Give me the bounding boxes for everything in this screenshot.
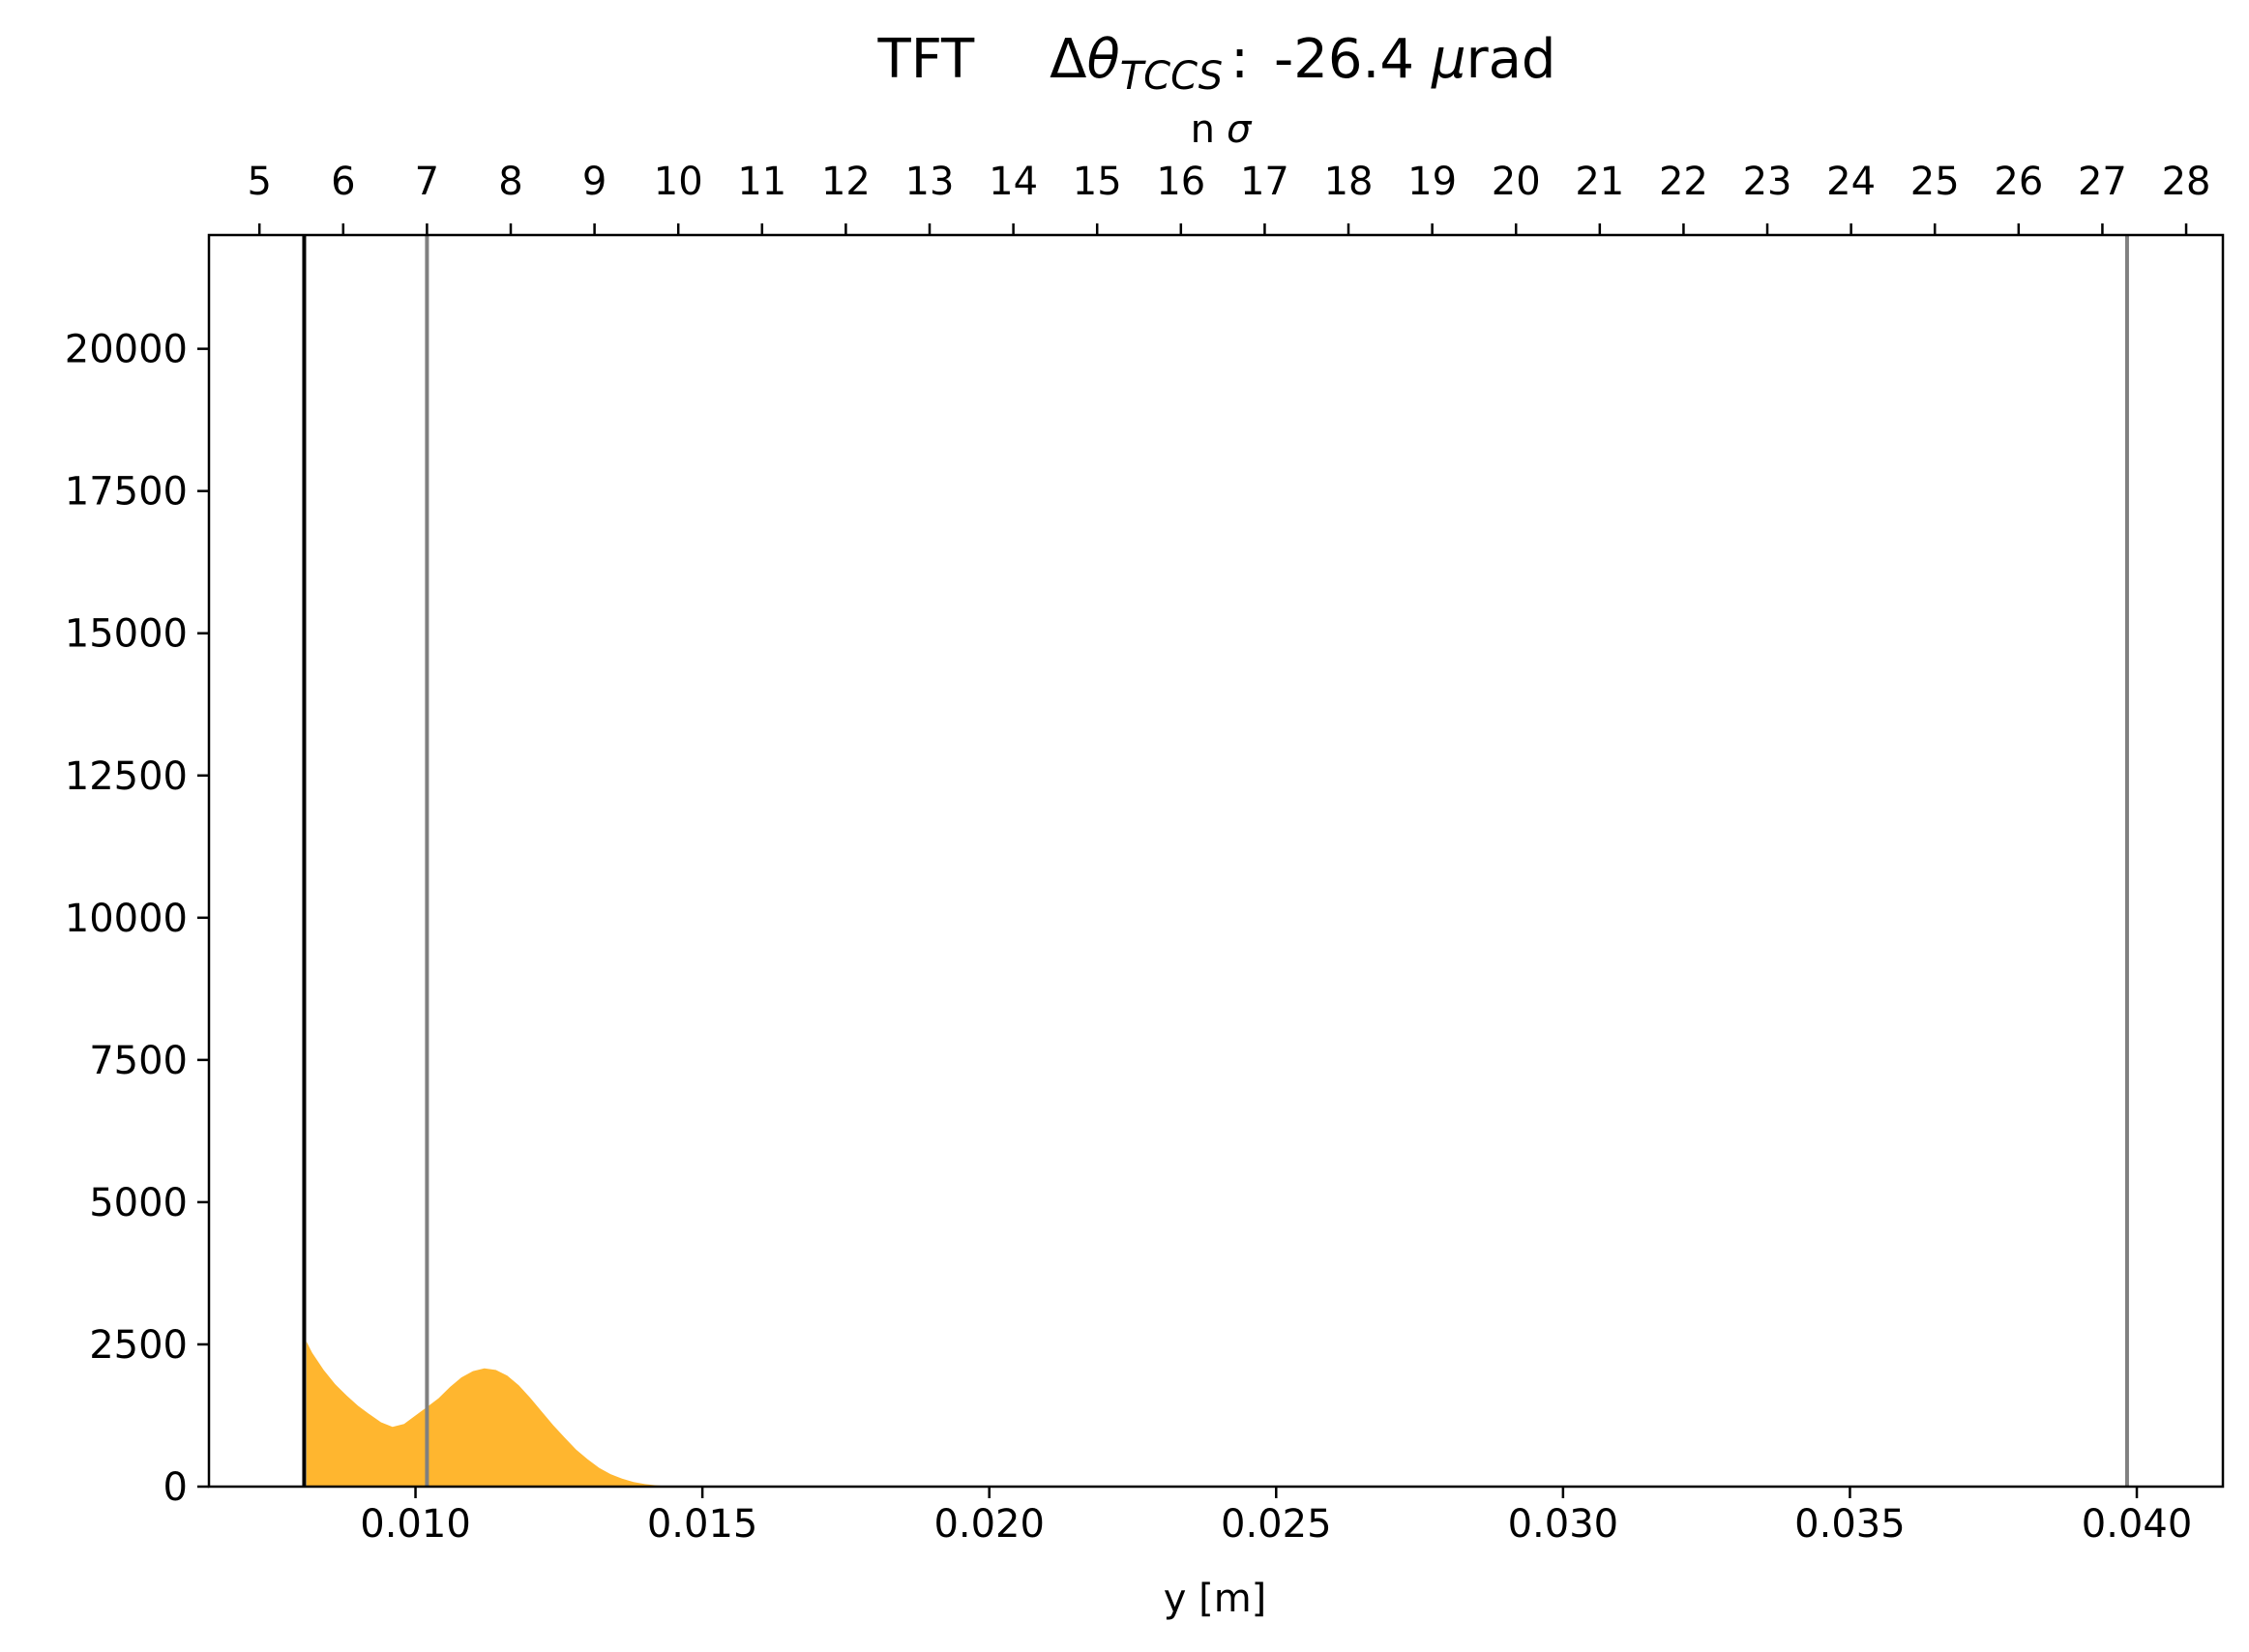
top-tick-label-19: 24 xyxy=(1826,160,1876,204)
y-tick-label-5: 12500 xyxy=(65,754,188,799)
title-mu: μ xyxy=(1431,28,1466,91)
title-separator: : xyxy=(1230,28,1249,91)
title-theta: θ xyxy=(1086,28,1119,91)
top-tick-label-23: 28 xyxy=(2162,160,2211,204)
top-tick-label-5: 10 xyxy=(654,160,703,204)
top-tick-label-0: 5 xyxy=(247,160,271,204)
y-tick-label-4: 10000 xyxy=(65,897,188,941)
top-tick-label-20: 25 xyxy=(1910,160,1960,204)
top-tick-label-2: 7 xyxy=(415,160,439,204)
top-tick-label-6: 11 xyxy=(737,160,786,204)
top-axis-label-sigma: σ xyxy=(1227,107,1253,152)
top-tick-label-1: 6 xyxy=(331,160,355,204)
x-tick-label-4: 0.030 xyxy=(1508,1502,1619,1547)
top-tick-label-4: 9 xyxy=(582,160,607,204)
x-tick-label-6: 0.040 xyxy=(2082,1502,2193,1547)
top-tick-label-15: 20 xyxy=(1492,160,1541,204)
top-tick-label-3: 8 xyxy=(498,160,522,204)
top-tick-label-10: 15 xyxy=(1073,160,1122,204)
y-tick-label-1: 2500 xyxy=(89,1323,188,1368)
top-tick-label-22: 27 xyxy=(2078,160,2127,204)
top-tick-label-14: 19 xyxy=(1407,160,1457,204)
top-tick-label-13: 18 xyxy=(1324,160,1374,204)
top-tick-label-9: 14 xyxy=(989,160,1038,204)
y-tick-label-0: 0 xyxy=(163,1465,188,1510)
top-tick-label-7: 12 xyxy=(821,160,871,204)
top-tick-label-11: 16 xyxy=(1156,160,1205,204)
title-subscript: TCCS xyxy=(1120,54,1223,99)
title-unit: rad xyxy=(1466,28,1556,91)
x-tick-label-0: 0.010 xyxy=(360,1502,471,1547)
top-axis-label-n: n xyxy=(1191,107,1215,152)
y-tick-label-6: 15000 xyxy=(65,612,188,657)
x-tick-label-5: 0.035 xyxy=(1794,1502,1906,1547)
title-value: -26.4 xyxy=(1274,28,1414,91)
histogram-series-0 xyxy=(306,1342,703,1487)
x-tick-label-3: 0.025 xyxy=(1221,1502,1332,1547)
top-tick-label-21: 26 xyxy=(1994,160,2043,204)
y-tick-label-2: 5000 xyxy=(89,1181,188,1225)
top-tick-label-16: 21 xyxy=(1575,160,1624,204)
plot-frame xyxy=(207,233,2225,1489)
x-tick-label-1: 0.015 xyxy=(647,1502,758,1547)
y-tick-label-3: 7500 xyxy=(89,1039,188,1083)
x-axis-label: y [m] xyxy=(1164,1577,1267,1621)
top-tick-label-18: 23 xyxy=(1743,160,1792,204)
title-prefix: TFT xyxy=(877,28,975,91)
top-tick-label-12: 17 xyxy=(1240,160,1289,204)
x-tick-label-2: 0.020 xyxy=(933,1502,1045,1547)
top-tick-label-17: 22 xyxy=(1659,160,1708,204)
top-tick-label-8: 13 xyxy=(905,160,955,204)
y-tick-label-8: 20000 xyxy=(65,328,188,372)
y-tick-label-7: 17500 xyxy=(65,470,188,515)
plot-area: 0.010 0.015 0.020 0.025 0.030 0.035 0.040 0 2500… xyxy=(65,160,2225,1547)
title-delta: Δ xyxy=(1050,28,1086,91)
chart-title: TFT ΔθTCCS: -26.4 μrad xyxy=(877,28,1556,99)
